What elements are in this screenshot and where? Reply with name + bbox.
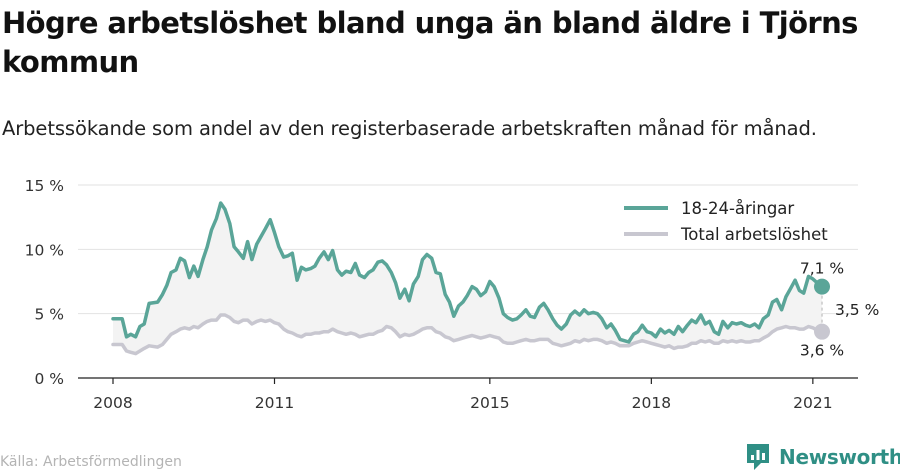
brand-name: Newsworthy (779, 445, 900, 469)
legend: 18-24-åringar Total arbetslöshet (624, 199, 828, 244)
end-label-youth: 7,1 % (800, 260, 844, 278)
x-tick-label-2015: 2015 (470, 394, 509, 412)
source-note: Källa: Arbetsförmedlingen (0, 454, 182, 470)
brand-logo: Newsworthy (745, 442, 900, 472)
y-tick-label-10: 10 % (25, 241, 64, 259)
x-tick-label-2021: 2021 (793, 394, 832, 412)
gap-label: 3,5 % (835, 301, 879, 319)
x-tick-label-2008: 2008 (93, 394, 132, 412)
end-annotations: 7,1 % 3,6 % 3,5 % (800, 260, 879, 360)
page-subtitle: Arbetssökande som andel av den registerb… (2, 117, 817, 140)
end-label-total: 3,6 % (800, 342, 844, 360)
y-tick-label-5: 5 % (34, 306, 64, 324)
legend-label-total: Total arbetslöshet (680, 225, 828, 244)
y-tick-label-0: 0 % (34, 370, 64, 388)
page-title: Högre arbetslöshet bland unga än bland ä… (2, 6, 858, 79)
end-point-total (814, 323, 831, 340)
gap-area (113, 203, 822, 354)
series-line-youth (111, 201, 824, 344)
axis-layer: 0 % 5 % 10 % 15 % 2008 2011 2015 2018 2021 (25, 177, 858, 412)
y-tick-label-15: 15 % (25, 177, 64, 195)
newsworthy-logo-icon (747, 444, 769, 470)
series-line-total (111, 313, 824, 356)
end-point-youth (814, 278, 831, 295)
x-tick-label-2018: 2018 (632, 394, 671, 412)
legend-label-youth: 18-24-åringar (681, 199, 794, 218)
x-tick-label-2011: 2011 (255, 394, 294, 412)
